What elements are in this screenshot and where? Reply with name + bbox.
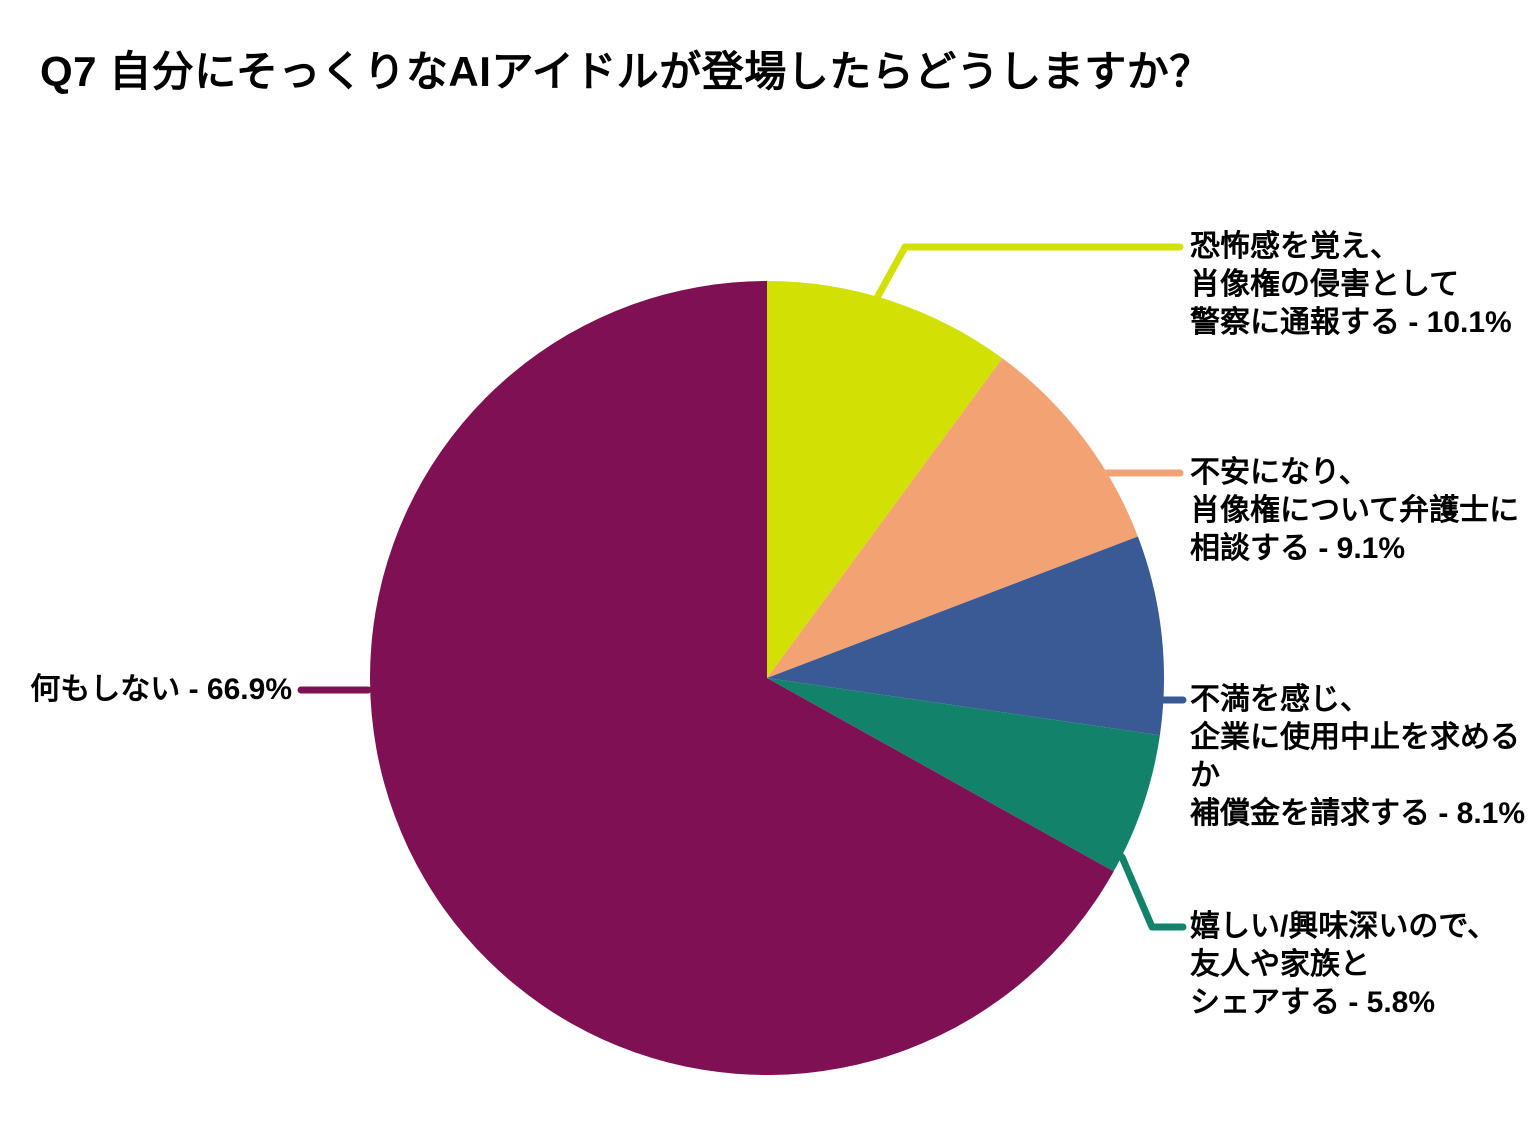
chart-title: Q7 自分にそっくりなAIアイドルが登場したらどうしますか？ bbox=[40, 48, 1212, 95]
pie-slice-1 bbox=[767, 358, 1138, 678]
slice-label-anxious-consult-lawyer: 不安になり、 肖像権について弁護士に 相談する - 9.1% bbox=[1190, 456, 1520, 565]
pie-slice-2 bbox=[767, 536, 1165, 736]
pie-slice-3 bbox=[767, 678, 1160, 872]
leader-line-3 bbox=[1118, 853, 1187, 931]
pie-slice-0 bbox=[767, 281, 1003, 678]
slice-label-do-nothing: 何もしない - 66.9% bbox=[30, 673, 292, 706]
pie-slice-4 bbox=[369, 280, 1114, 1075]
leader-line-0 bbox=[874, 243, 1184, 300]
slice-label-happy-share-friends: 嬉しい/興味深いので、 友人や家族と シェアする - 5.8% bbox=[1190, 910, 1498, 1019]
slice-label-fear-report-police: 恐怖感を覚え、 肖像権の侵害として 警察に通報する - 10.1% bbox=[1190, 230, 1512, 339]
slice-label-dissatisfied-demand-compensation: 不満を感じ、 企業に使用中止を求めるか 補償金を請求する - 8.1% bbox=[1190, 683, 1526, 830]
